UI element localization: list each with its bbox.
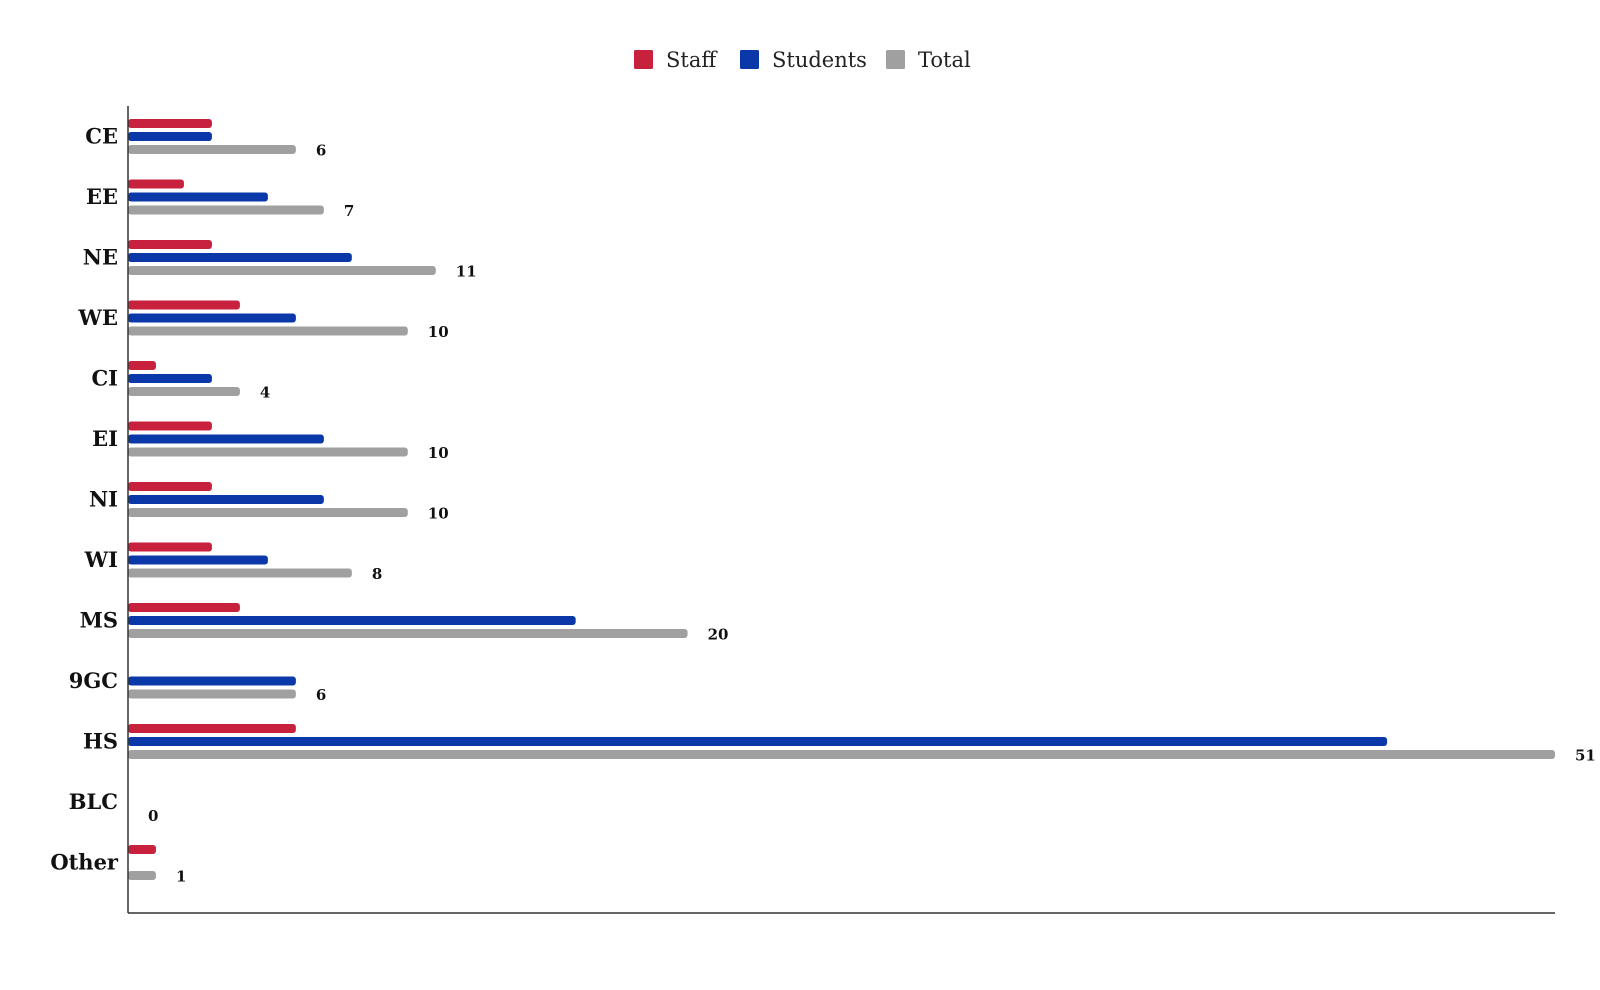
- category-label: NE: [83, 245, 118, 270]
- category-label: CI: [91, 366, 118, 391]
- category-label: CE: [85, 124, 118, 149]
- data-label: 1: [176, 868, 186, 886]
- bar-students: [128, 253, 352, 262]
- bar-staff: [128, 421, 212, 431]
- data-label: 8: [372, 565, 382, 583]
- bar-staff: [128, 240, 212, 249]
- category-label: BLC: [69, 789, 118, 814]
- bar-students: [128, 495, 324, 504]
- legend-swatch-students: [740, 50, 759, 69]
- bar-total: [128, 689, 296, 699]
- bar-total: [128, 629, 688, 638]
- data-label: 4: [260, 384, 270, 402]
- category-label: WI: [84, 547, 118, 572]
- category-label: WE: [77, 305, 118, 330]
- category-label: EE: [86, 184, 118, 209]
- data-label: 20: [708, 626, 729, 644]
- bar-total: [128, 266, 436, 275]
- bar-students: [128, 737, 1388, 746]
- data-label: 10: [428, 444, 449, 462]
- legend: Staff Students Total: [634, 48, 971, 72]
- data-label: 6: [316, 686, 326, 704]
- data-label: 10: [428, 323, 449, 341]
- data-label: 11: [456, 263, 477, 281]
- bar-students: [128, 616, 576, 625]
- bar-students: [128, 313, 296, 323]
- category-label: Other: [50, 850, 119, 875]
- data-label: 6: [316, 142, 326, 160]
- legend-swatch-staff: [634, 50, 653, 69]
- bar-staff: [128, 179, 184, 189]
- data-label: 7: [344, 202, 354, 220]
- bar-staff: [128, 300, 240, 310]
- legend-label-students: Students: [772, 48, 867, 72]
- bar-staff: [128, 724, 296, 733]
- legend-swatch-total: [886, 50, 905, 69]
- data-label: 10: [428, 505, 449, 523]
- bar-total: [128, 871, 156, 880]
- bar-students: [128, 374, 212, 383]
- bar-staff: [128, 361, 156, 370]
- data-label: 51: [1575, 747, 1596, 765]
- bar-students: [128, 434, 324, 444]
- category-labels: CE EE NE WE CI EI NI WI MS 9GC HS BLC Other: [50, 124, 119, 875]
- legend-label-total: Total: [918, 48, 971, 72]
- bar-total: [128, 508, 408, 517]
- bar-staff: [128, 482, 212, 491]
- bar-students: [128, 676, 296, 686]
- bars: [128, 119, 1555, 880]
- bar-staff: [128, 603, 240, 612]
- category-label: MS: [80, 608, 118, 633]
- bar-total: [128, 145, 296, 154]
- category-label: NI: [89, 487, 118, 512]
- bar-students: [128, 132, 212, 141]
- data-labels: 6 7 11 10 4 10 10 8 20 6 51 0 1: [148, 142, 1596, 886]
- category-label: HS: [83, 729, 118, 754]
- bar-students: [128, 192, 268, 202]
- bar-students: [128, 555, 268, 565]
- category-label: EI: [92, 426, 118, 451]
- bar-staff: [128, 119, 212, 128]
- bar-total: [128, 205, 324, 215]
- bar-total: [128, 447, 408, 457]
- bar-staff: [128, 542, 212, 552]
- bar-total: [128, 568, 352, 578]
- bar-total: [128, 750, 1555, 759]
- bar-total: [128, 326, 408, 336]
- bar-staff: [128, 845, 156, 854]
- legend-label-staff: Staff: [666, 48, 718, 72]
- category-label: 9GC: [69, 668, 118, 693]
- bar-total: [128, 387, 240, 396]
- data-label: 0: [148, 807, 158, 825]
